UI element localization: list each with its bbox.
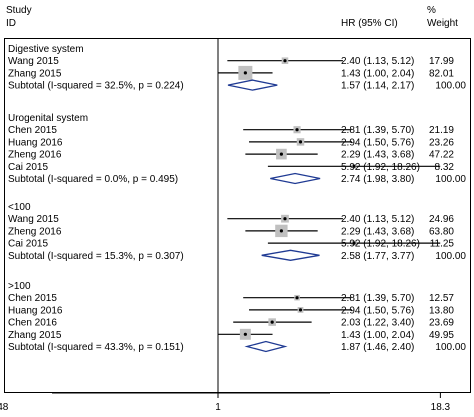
study-weight-text: 49.95: [429, 330, 454, 341]
point-estimate: [270, 320, 274, 324]
study-name: Chen 2016: [8, 318, 57, 329]
study-weight-text: 63.80: [429, 226, 454, 237]
study-weight-text: 17.99: [429, 56, 454, 67]
study-ci-text: 2.29 (1.43, 3.68): [341, 150, 414, 161]
header-effect-label: HR (95% CI): [341, 18, 398, 29]
header-id-label: ID: [6, 18, 16, 29]
study-ci-text: 2.94 (1.50, 5.76): [341, 305, 414, 316]
study-ci-text: 2.94 (1.50, 5.76): [341, 137, 414, 148]
study-weight-text: 82.01: [429, 68, 454, 79]
study-name: Chen 2015: [8, 125, 57, 136]
subtotal-ci-text: 2.74 (1.98, 3.80): [341, 174, 414, 185]
point-estimate: [279, 152, 283, 156]
point-estimate: [352, 164, 356, 168]
study-weight-text: 23.69: [429, 318, 454, 329]
subtotal-label: Subtotal (I-squared = 32.5%, p = 0.224): [8, 81, 184, 92]
point-estimate: [352, 241, 356, 245]
study-weight-text: 47.22: [429, 150, 454, 161]
study-weight-text: 13.80: [429, 305, 454, 316]
study-ci-text: 1.43 (1.00, 2.04): [341, 68, 414, 79]
subtotal-label: Subtotal (I-squared = 43.3%, p = 0.151): [8, 342, 184, 353]
group-title: <100: [8, 202, 31, 213]
study-name: Wang 2015: [8, 214, 59, 225]
study-name: Zhang 2015: [8, 68, 62, 79]
study-ci-text: 2.29 (1.43, 3.68): [341, 226, 414, 237]
study-weight-text: 24.96: [429, 214, 454, 225]
point-estimate: [279, 229, 283, 233]
point-estimate: [298, 308, 303, 312]
study-name: Chen 2015: [8, 293, 57, 304]
study-name: Wang 2015: [8, 56, 59, 67]
study-name: Huang 2016: [8, 137, 63, 148]
study-name: Zheng 2016: [8, 226, 62, 237]
study-ci-text: 2.81 (1.39, 5.70): [341, 125, 414, 136]
subtotal-ci-text: 1.57 (1.14, 2.17): [341, 81, 414, 92]
subtotal-diamond: [244, 340, 288, 353]
point-estimate: [243, 332, 247, 336]
subtotal-diamond: [270, 172, 321, 185]
study-ci-text: 5.92 (1.92, 18.26): [341, 239, 420, 250]
x-tick-label: 1: [215, 402, 221, 413]
point-estimate: [298, 140, 303, 144]
subtotal-ci-text: 2.58 (1.77, 3.77): [341, 251, 414, 262]
study-ci-text: 2.40 (1.13, 5.12): [341, 214, 414, 225]
subtotal-weight-text: 100.00: [435, 251, 466, 262]
study-weight-text: 12.57: [429, 293, 454, 304]
study-ci-text: 1.43 (1.00, 2.04): [341, 330, 414, 341]
subtotal-diamond: [227, 79, 278, 91]
group-title: >100: [8, 281, 31, 292]
study-ci-text: 2.81 (1.39, 5.70): [341, 293, 414, 304]
study-name: Zheng 2016: [8, 150, 62, 161]
study-ci-text: 5.92 (1.92, 18.26): [341, 162, 420, 173]
subtotal-label: Subtotal (I-squared = 15.3%, p = 0.307): [8, 251, 184, 262]
x-tick-label: 18.3: [431, 402, 451, 413]
header-weight-label: Weight: [427, 18, 458, 29]
study-name: Zhang 2015: [8, 330, 62, 341]
x-tick-label: .0548: [0, 402, 9, 413]
group-title: Digestive system: [8, 44, 84, 55]
subtotal-diamond: [261, 249, 320, 261]
study-name: Huang 2016: [8, 305, 63, 316]
subtotal-weight-text: 100.00: [435, 81, 466, 92]
point-estimate: [283, 217, 287, 221]
subtotal-weight-text: 100.00: [435, 174, 466, 185]
study-ci-text: 2.03 (1.22, 3.40): [341, 318, 414, 329]
point-estimate: [295, 296, 299, 300]
point-estimate: [295, 128, 299, 132]
study-weight-text: 21.19: [429, 125, 454, 136]
x-axis-ticks: .0548 1 18.3: [0, 393, 451, 413]
study-weight-text: 8.32: [435, 162, 455, 173]
subtotal-weight-text: 100.00: [435, 342, 466, 353]
point-estimate: [283, 59, 287, 63]
study-weight-text: 23.26: [429, 137, 454, 148]
study-name: Cai 2015: [8, 162, 48, 173]
group-title: Urogenital system: [8, 113, 88, 124]
study-ci-text: 2.40 (1.13, 5.12): [341, 56, 414, 67]
subtotal-label: Subtotal (I-squared = 0.0%, p = 0.495): [8, 174, 178, 185]
header-study-label: Study: [6, 5, 32, 16]
study-weight-text: 11.25: [430, 239, 455, 250]
point-estimate: [243, 71, 247, 75]
subtotal-ci-text: 1.87 (1.46, 2.40): [341, 342, 414, 353]
study-name: Cai 2015: [8, 239, 48, 250]
header-weight-percent: %: [427, 5, 436, 16]
